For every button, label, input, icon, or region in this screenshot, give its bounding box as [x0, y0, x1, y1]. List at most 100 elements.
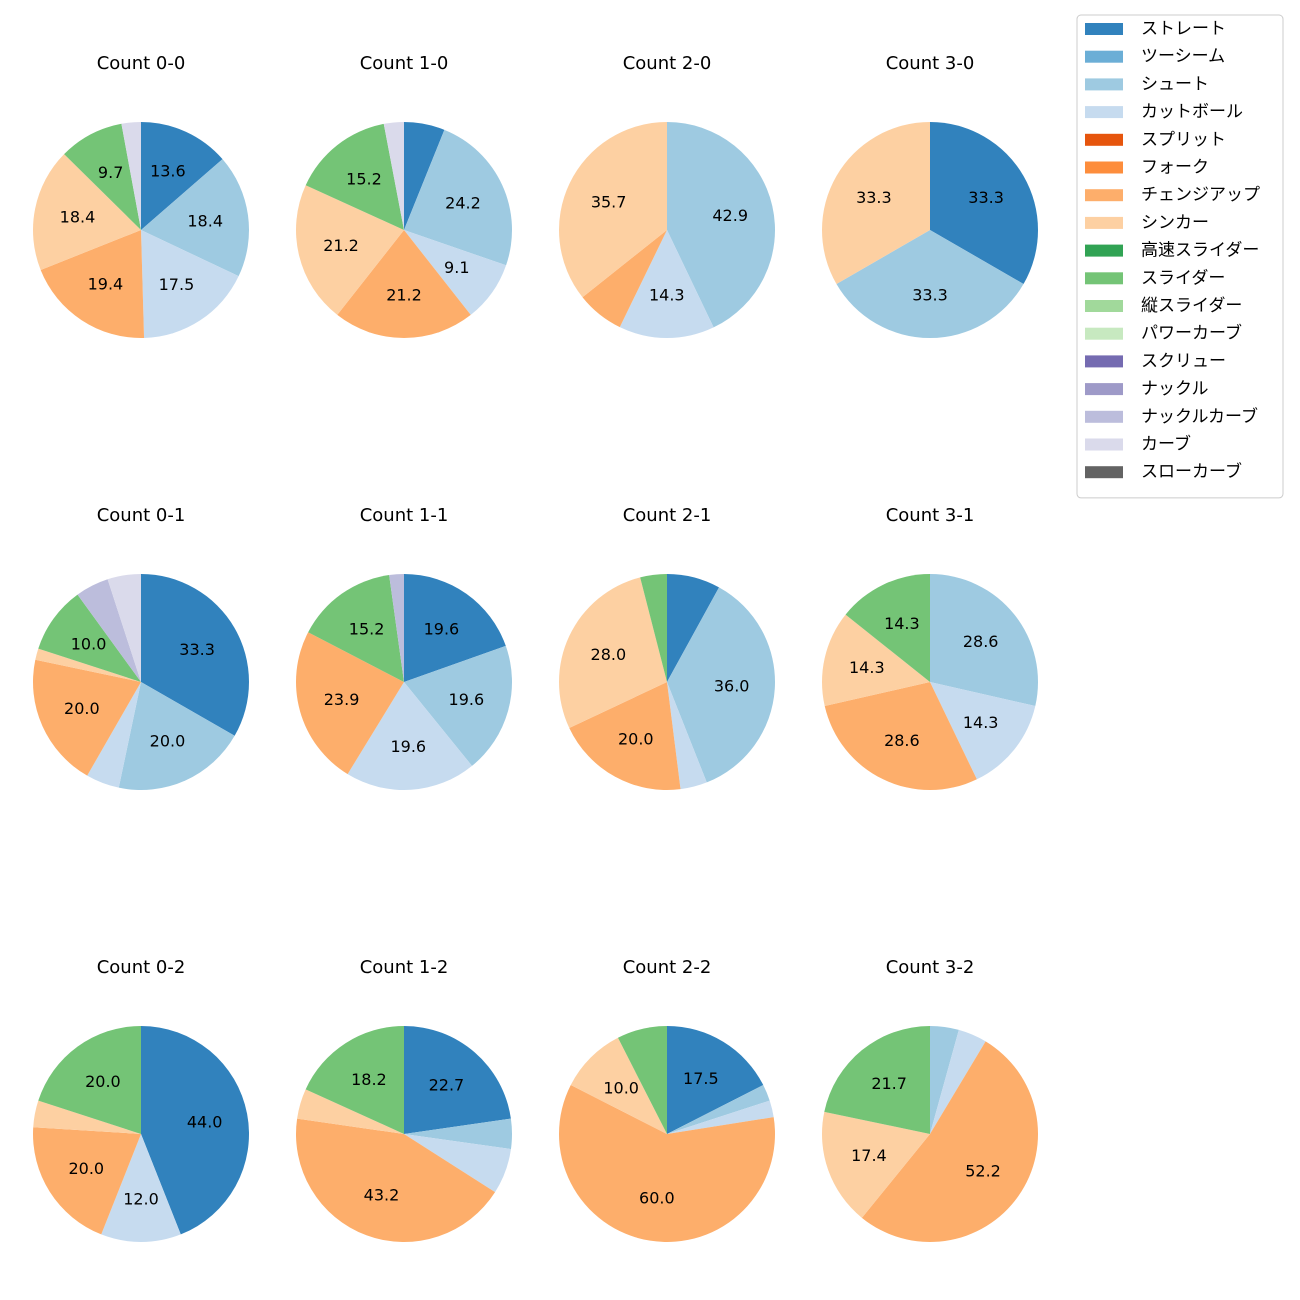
- pie-slice: [404, 574, 506, 682]
- pie-slice: [404, 122, 445, 230]
- pie-slice: [383, 122, 404, 230]
- pie-slice: [141, 1026, 250, 1235]
- pie-slice: [141, 574, 249, 736]
- slice-label: 13.6: [150, 162, 186, 181]
- pie-slice: [667, 1084, 770, 1134]
- slice-label: 20.0: [618, 729, 654, 748]
- slice-label: 19.6: [449, 690, 485, 709]
- legend-item: スクリュー: [1085, 351, 1226, 371]
- pie-slice: [617, 1026, 667, 1134]
- pie-slice: [141, 122, 223, 230]
- legend-swatch: [1085, 133, 1123, 146]
- legend-label: カーブ: [1141, 434, 1191, 455]
- legend-frame: [1076, 14, 1284, 499]
- pie-slice: [821, 614, 930, 707]
- legend-swatch: [1085, 438, 1123, 451]
- legend-label: スライダー: [1141, 268, 1225, 288]
- pie-chart: Count 1-1 19.6 19.6 19.6 23.9 15.2: [296, 505, 512, 790]
- slice-label: 14.3: [849, 658, 885, 677]
- chart-title: Count 0-1: [97, 505, 186, 526]
- legend-label: ナックル: [1141, 379, 1209, 399]
- legend-item: ナックルカーブ: [1085, 406, 1258, 427]
- legend-label: チェンジアップ: [1141, 185, 1260, 205]
- pie-slice: [559, 122, 667, 298]
- pie-slice: [404, 1026, 511, 1134]
- legend-label: シンカー: [1141, 213, 1209, 233]
- legend-item: フォーク: [1085, 158, 1209, 178]
- pie-slice: [667, 574, 720, 682]
- slice-label: 10.0: [603, 1079, 639, 1098]
- pie-slice: [64, 123, 141, 230]
- pie-slice: [389, 574, 404, 682]
- pie-slice: [667, 1100, 774, 1134]
- pie-chart: Count 3-1 28.6 14.3 28.6 14.3 14.3: [821, 505, 1038, 790]
- pie-slice: [619, 230, 714, 339]
- pie-chart: Count 1-2 22.7 43.2 18.2: [296, 957, 512, 1243]
- pie-slice: [296, 632, 404, 775]
- chart-title: Count 1-0: [360, 53, 449, 74]
- chart-title: Count 1-1: [360, 505, 449, 526]
- slice-label: 23.9: [324, 690, 360, 709]
- legend-swatch: [1085, 50, 1123, 63]
- pie-slice: [305, 123, 404, 230]
- chart-title: Count 3-0: [886, 53, 975, 74]
- chart-title: Count 0-0: [97, 53, 186, 74]
- slice-label: 33.3: [968, 188, 1004, 207]
- legend-item: チェンジアップ: [1085, 185, 1260, 205]
- slice-label: 33.3: [912, 285, 948, 304]
- pie-slice: [861, 1041, 1039, 1243]
- pie-slice: [930, 574, 1038, 707]
- pie-slice: [558, 1084, 775, 1242]
- pie-slice: [845, 574, 930, 682]
- pie-slice: [667, 122, 776, 328]
- slice-label: 14.3: [963, 713, 999, 732]
- pie-slice: [930, 682, 1036, 780]
- slice-label: 17.5: [683, 1069, 719, 1088]
- pie-slice: [118, 682, 235, 791]
- pie-slice: [582, 230, 667, 328]
- pie-slice: [308, 575, 404, 682]
- pie-slice: [559, 577, 667, 728]
- chart-title: Count 0-2: [97, 957, 186, 978]
- legend-swatch: [1085, 106, 1123, 119]
- legend-swatch: [1085, 23, 1123, 35]
- legend-label: カットボール: [1141, 102, 1243, 122]
- pie-slice: [296, 1118, 496, 1243]
- pie-slice: [640, 574, 667, 682]
- pie-slice: [822, 1111, 930, 1218]
- legend-swatch: [1085, 216, 1123, 229]
- legend-label: シュート: [1141, 74, 1209, 94]
- slice-label: 28.0: [591, 645, 627, 664]
- legend: ストレートツーシームシュートカットボールスプリットフォークチェンジアップシンカー…: [1076, 14, 1284, 499]
- slice-label: 44.0: [187, 1112, 223, 1131]
- pie-slice: [141, 230, 239, 338]
- pie-slice: [930, 122, 1038, 284]
- pie-slice: [347, 682, 472, 790]
- slice-label: 52.2: [965, 1162, 1001, 1181]
- slice-label: 14.3: [649, 285, 685, 304]
- legend-item: パワーカーブ: [1085, 323, 1242, 344]
- pie-slice: [667, 587, 775, 783]
- slice-label: 18.4: [187, 212, 223, 231]
- legend-item: シンカー: [1085, 213, 1209, 233]
- legend-swatch: [1085, 272, 1123, 285]
- pie-slice: [33, 659, 142, 776]
- pie-slice: [404, 1118, 512, 1150]
- slice-label: 20.0: [85, 1072, 121, 1091]
- legend-label: 縦スライダー: [1141, 296, 1242, 316]
- slice-label: 20.0: [68, 1159, 104, 1178]
- legend-item: カーブ: [1085, 434, 1191, 455]
- legend-item: シュート: [1085, 74, 1209, 94]
- slice-label: 60.0: [639, 1189, 675, 1208]
- pie-slice: [305, 1026, 404, 1134]
- chart-title: Count 2-0: [623, 53, 712, 74]
- pie-slice: [33, 1100, 141, 1134]
- pie-slice: [297, 1089, 404, 1134]
- slice-label: 17.5: [159, 275, 195, 294]
- pie-slice: [295, 185, 404, 315]
- legend-label: ツーシーム: [1141, 47, 1225, 67]
- pie-slice: [404, 129, 512, 266]
- legend-label: スプリット: [1141, 130, 1226, 150]
- slice-label: 35.7: [591, 192, 627, 211]
- legend-item: スライダー: [1085, 268, 1225, 288]
